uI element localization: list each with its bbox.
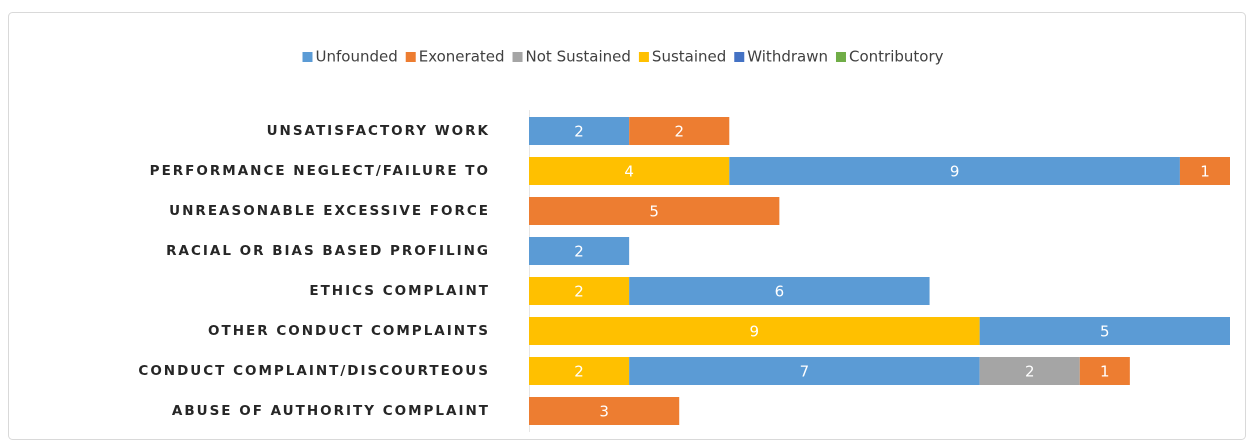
bar-segment <box>979 317 1230 345</box>
legend-label: Contributory <box>849 48 944 66</box>
data-label: 1 <box>1200 163 1210 181</box>
data-label: 5 <box>1100 323 1110 341</box>
data-label: 3 <box>599 403 609 421</box>
y-tick-label: UNSATISFACTORY WORK <box>267 123 490 139</box>
data-label: 2 <box>574 363 584 381</box>
bar-segment <box>629 117 730 145</box>
bar-segment <box>529 357 630 385</box>
data-label: 5 <box>649 203 659 221</box>
legend-swatch <box>638 52 649 62</box>
y-tick-label: ABUSE OF AUTHORITY COMPLAINT <box>172 403 490 419</box>
legend-swatch <box>734 52 745 62</box>
data-label: 2 <box>1025 363 1035 381</box>
data-label: 1 <box>1100 363 1110 381</box>
legend-swatch <box>405 52 416 62</box>
legend-label: Sustained <box>652 48 726 66</box>
legend-label: Withdrawn <box>747 48 828 66</box>
legend-label: Exonerated <box>419 48 505 66</box>
data-label: 6 <box>775 283 785 301</box>
data-label: 2 <box>574 283 584 301</box>
bar-segment <box>529 157 730 185</box>
bar-segment <box>629 357 980 385</box>
bar-segment <box>529 117 630 145</box>
y-tick-label: PERFORMANCE NEGLECT/FAILURE TO <box>150 163 490 179</box>
data-label: 9 <box>950 163 960 181</box>
y-tick-label: ETHICS COMPLAINT <box>309 283 490 299</box>
bar-segment <box>1079 357 1130 385</box>
legend-swatch <box>835 52 846 62</box>
data-label: 4 <box>624 163 634 181</box>
y-tick-label: RACIAL OR BIAS BASED PROFILING <box>166 243 490 259</box>
y-tick-label: CONDUCT COMPLAINT/DISCOURTEOUS <box>138 363 490 379</box>
bar-segment <box>629 277 930 305</box>
data-label: 2 <box>674 123 684 141</box>
bar-segment <box>979 357 1080 385</box>
legend-swatch <box>302 52 313 62</box>
bar-segment <box>529 197 780 225</box>
legend-label: Unfounded <box>316 48 398 66</box>
bar-segment <box>729 157 1180 185</box>
bar-segment <box>1179 157 1230 185</box>
y-tick-label: UNREASONABLE EXCESSIVE FORCE <box>169 203 490 219</box>
data-label: 2 <box>574 243 584 261</box>
data-label: 9 <box>750 323 760 341</box>
bar-segment <box>529 397 680 425</box>
bar-segment <box>529 317 980 345</box>
bar-segment <box>529 277 630 305</box>
y-tick-label: OTHER CONDUCT COMPLAINTS <box>208 323 490 339</box>
data-label: 2 <box>574 123 584 141</box>
data-label: 7 <box>800 363 810 381</box>
legend-label: Not Sustained <box>526 48 631 66</box>
bar-segment <box>529 237 630 265</box>
legend-swatch <box>512 52 523 62</box>
